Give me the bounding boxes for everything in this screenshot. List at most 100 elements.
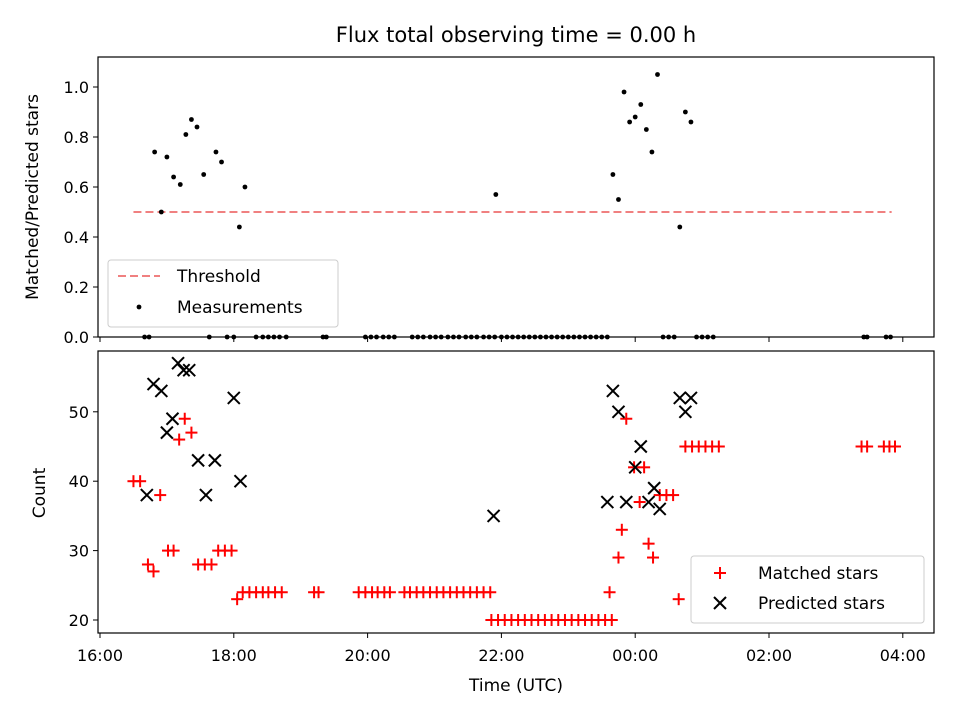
- legend-predicted-label: Predicted stars: [758, 594, 885, 614]
- predicted-star-point: [199, 488, 213, 502]
- matched-star-point: [647, 551, 660, 564]
- predicted-star-point: [684, 391, 698, 405]
- legend-threshold-label: Threshold: [176, 267, 261, 287]
- matched-star-point: [173, 433, 186, 446]
- measurement-point: [164, 154, 170, 160]
- top-y-tick-label: 0.8: [64, 128, 89, 147]
- predicted-star-point: [653, 502, 667, 516]
- legend-measurements-label: Measurements: [177, 298, 303, 318]
- top-legend: Threshold Measurements: [107, 259, 339, 328]
- measurement-point: [194, 124, 200, 130]
- matched-star-point: [484, 586, 497, 599]
- measurement-point: [677, 224, 683, 230]
- measurement-point: [688, 119, 694, 125]
- legend-matched-swatch: [714, 567, 726, 579]
- x-tick-label: 02:00: [746, 646, 792, 665]
- predicted-star-point: [619, 495, 633, 509]
- matched-star-point: [167, 544, 180, 557]
- bottom-panel: 16:00 18:00 20:00 22:00 00:00 02:00 04:00 20 30 4…: [30, 350, 935, 696]
- measurement-point: [219, 159, 224, 165]
- bottom-legend: Matched stars Predicted stars: [690, 555, 925, 624]
- measurement-point: [493, 192, 499, 197]
- matched-star-point: [633, 496, 646, 509]
- matched-star-point: [147, 565, 160, 578]
- top-ticks: 0.0 0.2 0.4 0.6 0.8 1.0: [64, 78, 904, 347]
- predicted-star-point: [165, 412, 180, 426]
- predicted-star-point: [678, 405, 693, 419]
- count-points: [127, 356, 901, 626]
- legend-measurements-swatch: [136, 304, 142, 310]
- matched-star-point: [615, 523, 628, 536]
- predicted-star-point: [628, 460, 642, 475]
- measurement-point: [638, 102, 644, 107]
- measurement-point: [189, 117, 194, 122]
- predicted-star-point: [673, 391, 687, 405]
- predicted-star-point: [486, 509, 501, 523]
- x-tick-label: 22:00: [478, 646, 524, 665]
- top-y-axis-label: Matched/Predicted stars: [23, 94, 43, 300]
- top-axes-frame: [97, 56, 935, 338]
- matched-star-point: [861, 440, 874, 453]
- top-y-tick-label: 0.4: [64, 228, 89, 247]
- measurement-point: [621, 89, 627, 95]
- top-y-tick-label: 0.2: [64, 278, 89, 297]
- top-panel: 0.0 0.2 0.4 0.6 0.8 1.0 Matched/Predicted sta…: [23, 56, 935, 347]
- x-axis-label: Time (UTC): [468, 676, 563, 696]
- x-tick-label: 00:00: [612, 646, 658, 665]
- top-y-tick-label: 1.0: [64, 78, 89, 97]
- bottom-y-tick-label: 50: [69, 403, 89, 422]
- measurement-point: [632, 114, 638, 120]
- predicted-star-point: [208, 453, 222, 468]
- matched-star-point: [620, 412, 633, 425]
- predicted-star-point: [611, 405, 626, 419]
- x-tick-label: 16:00: [77, 646, 123, 665]
- matched-star-point: [275, 586, 288, 599]
- measurement-point: [242, 184, 248, 190]
- matched-star-point: [154, 489, 167, 502]
- measurement-point: [158, 209, 164, 215]
- predicted-star-point: [600, 495, 615, 509]
- predicted-star-point: [641, 495, 656, 509]
- top-y-tick-label: 0.6: [64, 178, 89, 197]
- matched-star-point: [888, 440, 901, 453]
- measurement-point: [682, 109, 688, 115]
- x-tick-label: 20:00: [345, 646, 391, 665]
- predicted-star-point: [182, 363, 196, 377]
- legend-matched-label: Matched stars: [758, 564, 878, 584]
- measurement-point: [643, 127, 649, 132]
- legend-predicted-swatch: [713, 596, 727, 610]
- bottom-y-tick-label: 20: [69, 611, 89, 630]
- bottom-legend-box: [690, 555, 925, 624]
- matched-star-point: [141, 558, 154, 571]
- measurement-point: [627, 119, 633, 125]
- matched-star-point: [205, 558, 218, 571]
- matched-star-point: [134, 475, 147, 488]
- x-tick-label: 18:00: [211, 646, 257, 665]
- measurement-point: [177, 182, 183, 187]
- matched-star-point: [642, 537, 655, 550]
- predicted-star-point: [176, 363, 191, 377]
- matched-star-point: [612, 551, 625, 564]
- measurement-point: [201, 172, 207, 177]
- top-y-tick-label: 0.0: [64, 328, 89, 347]
- measurement-point: [152, 149, 158, 155]
- predicted-star-point: [634, 439, 648, 454]
- matched-star-point: [383, 586, 396, 599]
- predicted-star-point: [647, 481, 661, 495]
- measurement-point: [183, 132, 189, 137]
- bottom-y-tick-label: 30: [69, 542, 89, 561]
- matched-star-point: [603, 586, 616, 599]
- bottom-ticks: 16:00 18:00 20:00 22:00 00:00 02:00 04:00 20 30 4…: [69, 403, 926, 665]
- predicted-star-point: [191, 453, 205, 468]
- bottom-y-tick-label: 40: [69, 472, 89, 491]
- predicted-star-point: [227, 391, 241, 405]
- matched-star-point: [312, 586, 325, 599]
- matched-star-point: [231, 593, 244, 606]
- measurement-point: [616, 197, 621, 202]
- matched-star-point: [605, 614, 618, 626]
- measurement-point: [610, 172, 616, 177]
- matched-star-point: [638, 461, 651, 474]
- matched-star-point: [667, 489, 680, 502]
- matched-star-point: [178, 412, 191, 425]
